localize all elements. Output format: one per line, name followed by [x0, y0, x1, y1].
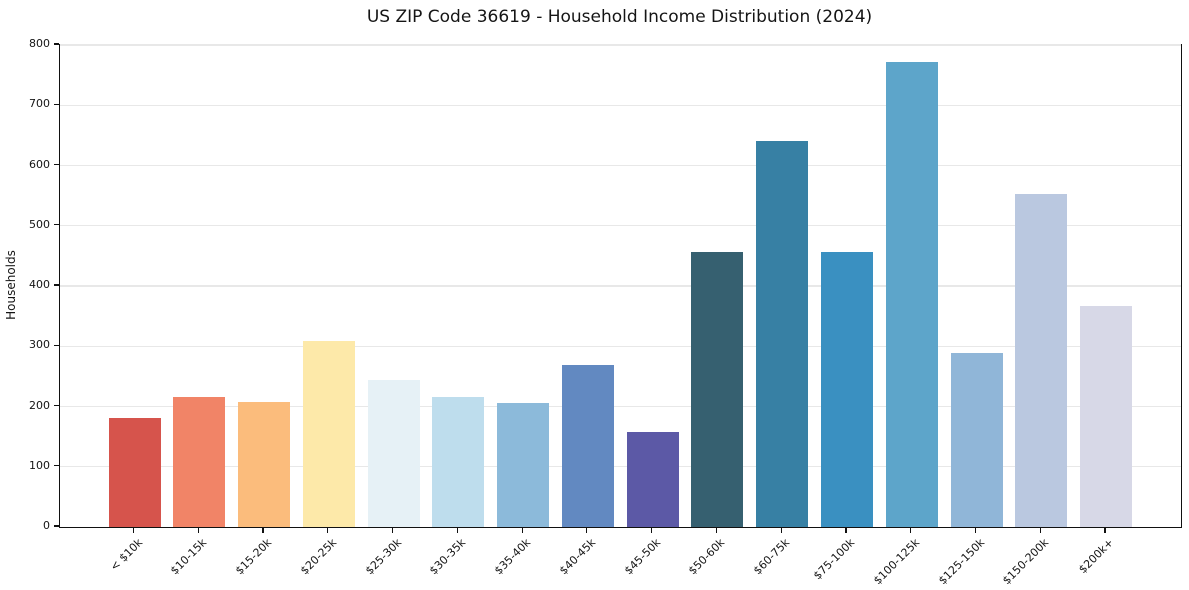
gridline-y-600	[60, 164, 1181, 167]
bar-4550k	[626, 431, 679, 527]
bar-150200k	[1015, 193, 1068, 527]
y-tick-mark	[53, 103, 59, 105]
chart-title: US ZIP Code 36619 - Household Income Dis…	[366, 7, 873, 27]
x-tick-mark	[974, 527, 977, 533]
bar-125150k	[950, 352, 1003, 527]
y-tick-mark	[53, 224, 59, 226]
bar-100125k	[885, 62, 938, 527]
x-tick-mark	[651, 527, 653, 533]
x-tick-mark	[197, 527, 199, 533]
bar-2530k	[367, 379, 420, 527]
gridline-y-700	[60, 104, 1181, 106]
x-tick-mark	[521, 527, 523, 533]
y-tick-label: 600	[29, 157, 50, 171]
x-tick-mark	[1104, 527, 1106, 533]
bar-200k+	[1080, 306, 1133, 527]
y-tick-mark	[53, 284, 59, 286]
x-tick-mark	[262, 527, 264, 533]
y-tick-mark	[53, 43, 59, 45]
bar-6075k	[756, 141, 809, 527]
x-tick-mark	[910, 527, 912, 533]
bar-75100k	[820, 251, 873, 527]
x-tick-label: < $10k	[107, 536, 145, 574]
bar-5060k	[691, 251, 744, 527]
y-tick-label: 200	[29, 398, 50, 412]
bar-1015k	[173, 396, 226, 527]
y-tick-label: 100	[29, 458, 50, 472]
plot-area	[59, 44, 1182, 528]
x-tick-mark	[845, 527, 847, 533]
bar-10k	[108, 417, 161, 527]
gridline-y-200	[60, 405, 1181, 408]
y-tick-label: 700	[29, 97, 50, 111]
bar-3035k	[432, 397, 485, 527]
y-tick-label: 300	[29, 338, 50, 352]
y-tick-mark	[53, 525, 59, 527]
gridline-y-300	[60, 345, 1181, 347]
y-tick-label: 400	[29, 278, 50, 291]
gridline-y-800	[60, 44, 1181, 46]
y-tick-label: 800	[29, 37, 50, 50]
y-tick-label: 500	[29, 217, 50, 231]
x-tick-mark	[456, 527, 458, 533]
bar-2025k	[302, 341, 355, 527]
bar-4045k	[561, 364, 614, 527]
y-tick-mark	[53, 344, 59, 346]
x-tick-mark	[327, 527, 329, 533]
x-tick-mark	[132, 527, 135, 533]
gridline-y-500	[60, 225, 1181, 227]
x-tick-mark	[586, 527, 588, 533]
y-tick-label: 0	[43, 519, 50, 532]
x-tick-mark	[715, 527, 718, 533]
x-tick-mark	[391, 527, 394, 533]
x-tick-mark	[780, 527, 782, 533]
y-tick-mark	[53, 465, 59, 467]
y-tick-mark	[53, 163, 59, 166]
bar-3540k	[497, 403, 550, 527]
y-tick-mark	[53, 404, 59, 407]
gridline-y-400	[60, 285, 1181, 287]
bar-1520k	[238, 402, 291, 527]
gridline-y-100	[60, 466, 1181, 468]
x-tick-mark	[1039, 527, 1041, 533]
